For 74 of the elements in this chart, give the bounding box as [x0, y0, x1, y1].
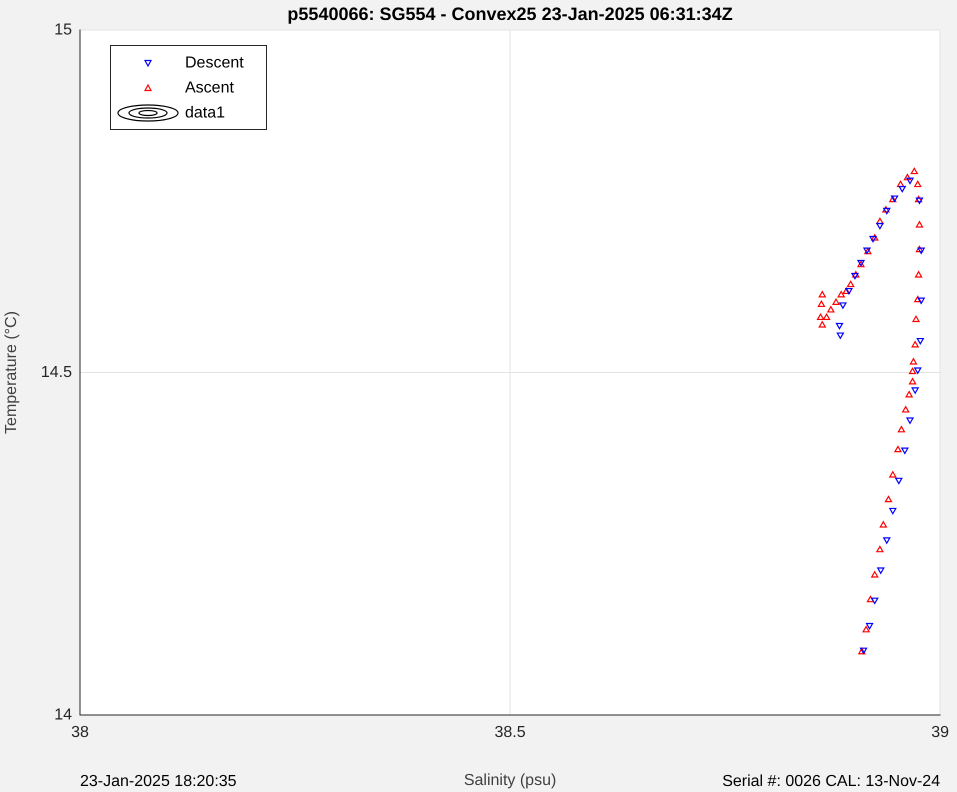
point	[889, 508, 896, 514]
point	[912, 387, 919, 394]
point	[914, 180, 922, 188]
point	[910, 358, 918, 365]
point	[871, 234, 878, 241]
point	[871, 571, 878, 578]
x-tick-label: 38	[71, 724, 89, 742]
point	[883, 537, 890, 544]
y-tick-label: 15	[54, 21, 72, 38]
point	[842, 288, 850, 294]
point	[896, 180, 904, 188]
point	[847, 280, 854, 288]
y-axis-title: Temperature (°C)	[3, 311, 20, 434]
point	[880, 521, 887, 528]
point	[914, 367, 922, 374]
point	[914, 196, 922, 202]
point	[877, 567, 884, 574]
point	[816, 314, 824, 320]
point	[906, 391, 913, 398]
legend-label: data1	[185, 104, 226, 122]
point	[866, 596, 874, 602]
point	[898, 186, 906, 192]
point	[889, 196, 896, 202]
point	[906, 178, 914, 184]
point	[908, 378, 916, 384]
x-tick-label: 38.5	[494, 724, 526, 742]
point	[889, 471, 896, 478]
point	[914, 271, 922, 278]
point	[902, 406, 910, 413]
point	[876, 546, 884, 552]
chart-title: p5540066: SG554 - Convex25 23-Jan-2025 06:31:34Z	[287, 4, 733, 24]
point	[845, 288, 853, 294]
point	[884, 496, 892, 502]
legend-label: Ascent	[185, 79, 234, 96]
point	[839, 302, 847, 309]
x-tick-label: 39	[931, 724, 950, 742]
point	[818, 300, 826, 308]
point	[904, 174, 912, 180]
point	[895, 478, 902, 484]
point	[898, 426, 906, 432]
point	[838, 290, 845, 298]
point	[876, 222, 884, 230]
point	[866, 622, 874, 630]
point	[908, 368, 916, 374]
point	[916, 221, 924, 228]
point	[818, 290, 826, 298]
point	[871, 598, 878, 604]
text: 23-Jan-2025 18:20:35	[80, 773, 237, 790]
point	[827, 306, 834, 313]
point	[914, 296, 922, 302]
point	[818, 321, 826, 328]
y-tick-label: 14.5	[40, 364, 72, 381]
point	[906, 417, 914, 424]
x-axis-title: Salinity (psu)	[464, 772, 556, 789]
point	[836, 332, 844, 339]
point	[918, 298, 925, 304]
point	[858, 648, 866, 654]
point	[912, 316, 920, 322]
y-tick-label: 14	[54, 706, 72, 724]
point	[912, 341, 919, 348]
point	[894, 446, 902, 452]
point	[918, 248, 925, 254]
point	[822, 314, 830, 320]
point	[862, 626, 870, 632]
point	[836, 322, 844, 330]
point	[910, 168, 918, 174]
point	[916, 246, 924, 252]
point	[916, 338, 924, 344]
legend-label: Descent	[185, 54, 244, 72]
point	[832, 298, 840, 305]
text: Serial #: 0026 CAL: 13-Nov-24	[722, 773, 940, 790]
point	[916, 198, 924, 204]
point	[876, 218, 884, 224]
point	[901, 448, 908, 454]
